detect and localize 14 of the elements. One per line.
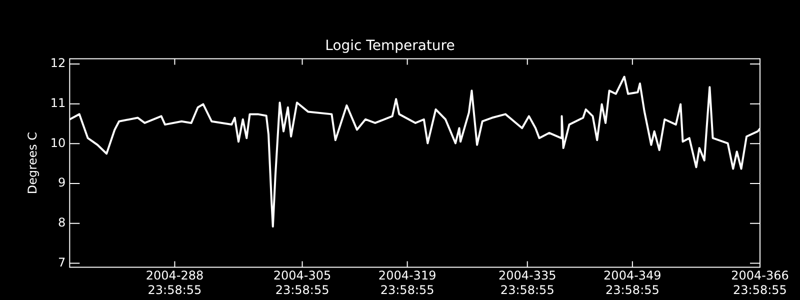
y-tick-label: 9: [58, 176, 66, 190]
y-tick-label: 10: [50, 136, 66, 150]
y-tick-label: 11: [50, 96, 66, 110]
y-axis-title: Degrees C: [25, 132, 40, 194]
y-tick-label: 12: [50, 56, 66, 70]
x-tick-label: 2004-288 23:58:55: [146, 268, 204, 297]
chart-title: Logic Temperature: [325, 38, 455, 54]
x-tick-label: 2004-335 23:58:55: [498, 268, 556, 297]
x-tick-label: 2004-319 23:58:55: [378, 268, 436, 297]
x-tick-label: 2004-366 23:58:55: [731, 268, 789, 297]
x-tick-label: 2004-305 23:58:55: [273, 268, 332, 297]
x-tick-label: 2004-349 23:58:55: [604, 268, 662, 297]
y-tick-label: 7: [58, 255, 66, 270]
y-tick-label: 8: [58, 215, 66, 230]
